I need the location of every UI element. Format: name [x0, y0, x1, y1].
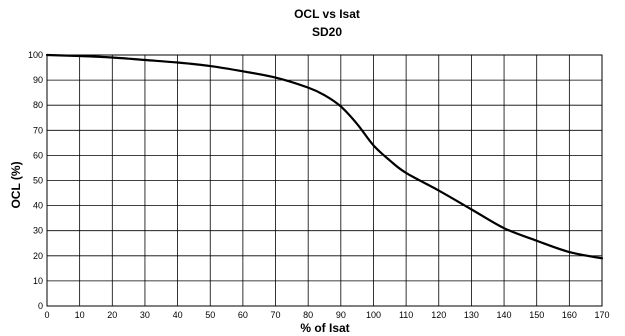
y-tick-label: 70 [33, 125, 43, 135]
y-tick-label: 90 [33, 75, 43, 85]
y-tick-label: 40 [33, 201, 43, 211]
x-tick-label: 90 [336, 310, 346, 320]
x-tick-label: 40 [173, 310, 183, 320]
x-tick-label: 10 [75, 310, 85, 320]
x-tick-label: 160 [562, 310, 577, 320]
x-tick-label: 100 [366, 310, 381, 320]
y-tick-label: 60 [33, 150, 43, 160]
y-tick-label: 30 [33, 226, 43, 236]
y-tick-label: 80 [33, 100, 43, 110]
chart-subtitle: SD20 [312, 25, 342, 39]
x-tick-label: 120 [431, 310, 446, 320]
y-tick-label: 20 [33, 251, 43, 261]
y-tick-label: 50 [33, 176, 43, 186]
y-axis-label: OCL (%) [9, 161, 23, 208]
x-tick-label: 140 [497, 310, 512, 320]
x-tick-label: 80 [303, 310, 313, 320]
grid-lines [46, 54, 603, 307]
x-tick-label: 50 [205, 310, 215, 320]
x-tick-label: 30 [140, 310, 150, 320]
x-tick-label: 170 [594, 310, 609, 320]
y-tick-label: 100 [28, 50, 43, 60]
ocl-series-line [45, 53, 604, 260]
x-tick-label: 20 [107, 310, 117, 320]
x-tick-label: 150 [529, 310, 544, 320]
plot-frame [46, 54, 603, 307]
x-tick-label: 130 [464, 310, 479, 320]
chart-title: OCL vs Isat [294, 7, 360, 21]
x-tick-label: 60 [238, 310, 248, 320]
x-tick-label: 70 [271, 310, 281, 320]
x-tick-label: 0 [44, 310, 49, 320]
x-axis-ticks: 0 10 20 30 40 50 60 70 80 90 100 110 120 130 140 150 160… [44, 310, 609, 320]
x-tick-label: 110 [399, 310, 413, 320]
series-layer [45, 53, 604, 260]
y-axis-ticks: 0 10 20 30 40 50 60 70 80 90 100 [28, 50, 43, 311]
x-axis-label: % of Isat [300, 321, 349, 335]
y-tick-label: 10 [33, 276, 43, 286]
y-tick-label: 0 [38, 301, 43, 311]
